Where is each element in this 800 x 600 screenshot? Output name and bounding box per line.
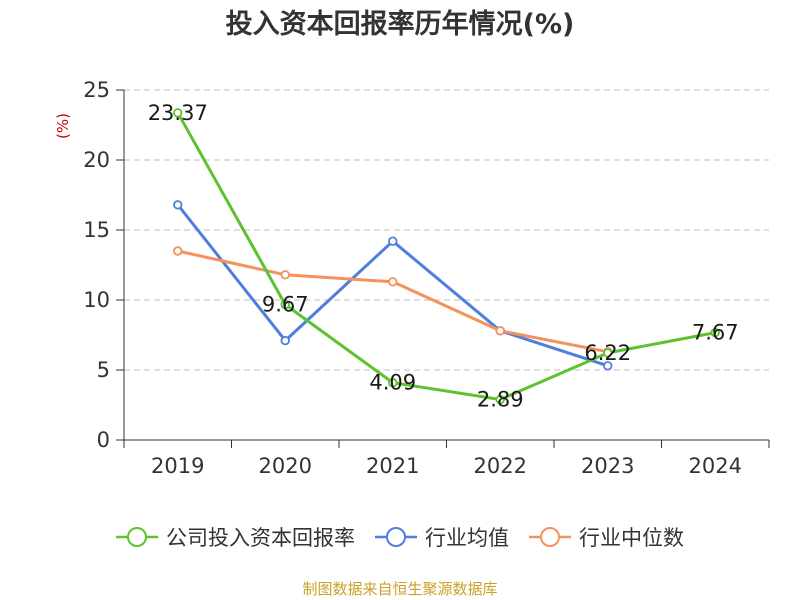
y-tick-label: 10 [83, 288, 110, 312]
y-tick-label: 0 [97, 428, 110, 452]
legend-swatch-marker [386, 527, 406, 547]
legend-item: 行业中位数 [529, 526, 684, 550]
series-point-0 [710, 327, 720, 338]
series-point-0 [280, 299, 290, 310]
series-point-2 [495, 326, 505, 336]
x-tick-label: 2023 [581, 454, 634, 478]
x-tick-label: 2020 [259, 454, 312, 478]
y-tick-label: 15 [83, 218, 110, 242]
legend: 公司投入资本回报率 行业均值 行业中位数 [116, 526, 684, 550]
series-point-2 [173, 246, 183, 256]
legend-item: 公司投入资本回报率 [116, 526, 355, 550]
source-note: 制图数据来自恒生聚源数据库 [302, 580, 497, 598]
series-point-0 [603, 348, 613, 358]
data-labels: 23.37 9.67 4.09 2.89 6.22 7.67 [148, 101, 739, 412]
x-tick-label: 2022 [474, 454, 527, 478]
series-point-1 [603, 361, 613, 371]
gridlines [124, 89, 769, 371]
series-point-1 [388, 236, 398, 246]
series-point-0 [495, 394, 505, 405]
series-point-1 [173, 200, 183, 210]
series-point-1 [280, 335, 290, 346]
series-point-2 [388, 277, 398, 287]
x-tick-label: 2021 [366, 454, 419, 478]
series-point-0 [173, 108, 183, 118]
data-label: 2.89 [477, 388, 524, 412]
data-label: 4.09 [369, 371, 416, 395]
series-point-2 [280, 270, 290, 280]
series-line-2 [176, 249, 610, 354]
legend-swatch-marker [127, 527, 147, 547]
y-tick-label: 5 [97, 358, 110, 382]
data-label: 9.67 [262, 293, 309, 317]
y-tick-label: 20 [83, 148, 110, 172]
legend-item: 行业均值 [375, 526, 509, 550]
legend-label: 行业中位数 [579, 526, 684, 550]
y-tick-label: 25 [83, 78, 110, 102]
data-label: 6.22 [584, 341, 631, 365]
chart-title: 投入资本回报率历年情况(%) [226, 8, 575, 40]
series-lines [173, 108, 720, 405]
data-label: 23.37 [148, 101, 208, 125]
series-line-0 [176, 111, 717, 401]
data-label: 7.67 [692, 321, 739, 345]
x-tick-label: 2019 [151, 454, 204, 478]
y-axis-unit-label: (%) [54, 113, 72, 139]
legend-label: 公司投入资本回报率 [166, 526, 355, 550]
legend-swatch-marker [540, 527, 560, 547]
legend-label: 行业均值 [425, 526, 509, 550]
axes: 0 5 10 15 20 25 2019 2020 2021 2022 2023 2024 [83, 78, 770, 478]
series-point-0 [388, 378, 398, 388]
x-tick-label: 2024 [689, 454, 742, 478]
